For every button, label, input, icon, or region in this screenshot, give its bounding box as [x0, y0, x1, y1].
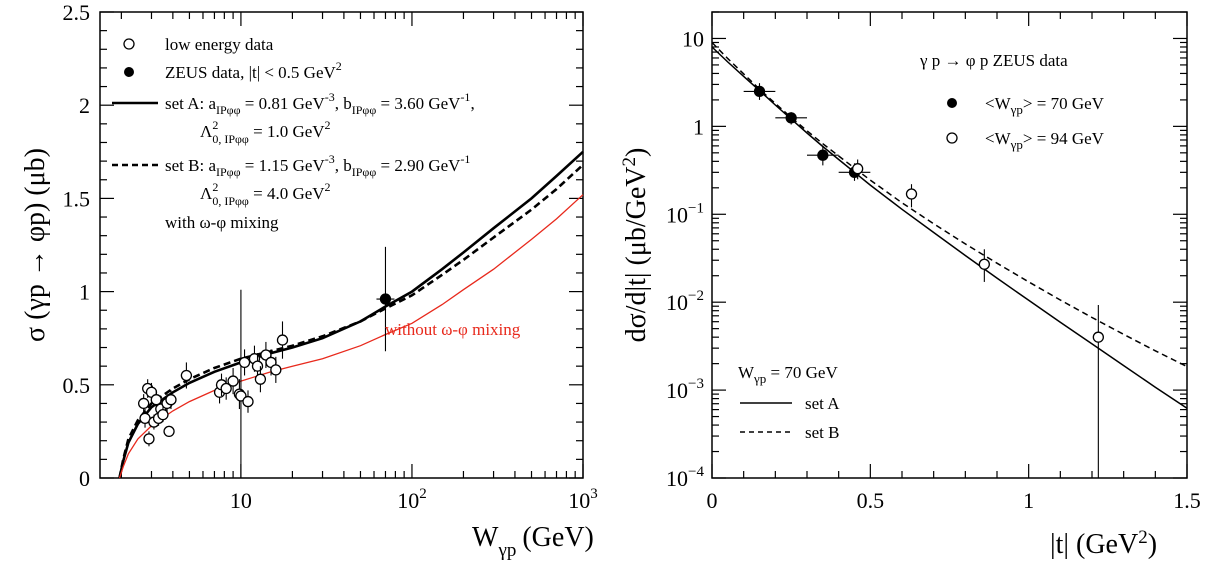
annotation-without-mixing: without ω-φ mixing: [385, 320, 521, 339]
left-y-axis-title: σ (γp → φp) (μb): [20, 148, 51, 342]
w94-point: [852, 163, 864, 175]
x-tick-label: 102: [397, 486, 427, 513]
low-energy-point: [180, 369, 193, 382]
low-energy-point: [163, 425, 175, 438]
right-legend: γ p → φ p ZEUS data <Wγp> = 70 GeV <Wγp>…: [919, 51, 1105, 152]
curve-set-a: [118, 150, 584, 479]
curve-without-mixing: [118, 194, 584, 479]
left-x-axis-title: Wγp (GeV): [472, 522, 594, 561]
legend-set-a-line2: Λ2 0, IPφφ = 1.0 GeV2: [200, 118, 331, 146]
right-y-axis-title: dσ/d|t| (μb/GeV2): [619, 148, 652, 343]
legend-w70: <Wγp> = 70 GeV: [985, 94, 1105, 117]
right-legend-bottom: Wγp = 70 GeV set A set B: [738, 363, 840, 442]
left-legend: low energy data ZEUS data, |t| < 0.5 GeV…: [112, 35, 475, 232]
w94-point: [1092, 331, 1104, 343]
x-tick-label: 103: [568, 486, 598, 513]
y-tick-label: 10−3: [666, 376, 704, 403]
legend-mixing: with ω-φ mixing: [165, 213, 279, 232]
low-energy-point: [254, 373, 267, 385]
low-energy-point: [150, 394, 162, 406]
legend-set-a-right: set A: [805, 394, 840, 413]
y-tick-label: 2: [79, 93, 90, 118]
x-tick-label: 0: [707, 488, 718, 513]
low-energy-point: [227, 375, 239, 387]
legend-marker-zeus: [124, 67, 134, 77]
y-tick-label: 1: [693, 114, 704, 139]
y-tick-label: 10−2: [666, 288, 704, 315]
low-energy-point: [270, 364, 282, 376]
x-tick-label: 0.5: [857, 488, 885, 513]
low-energy-point: [165, 394, 177, 406]
curve-set-a: [711, 46, 1188, 409]
legend-low-energy: low energy data: [165, 35, 274, 54]
x-tick-label: 10: [230, 488, 252, 513]
x-tick-label: 1.5: [1173, 488, 1201, 513]
y-tick-label: 1.5: [63, 186, 91, 211]
low-energy-point: [220, 382, 232, 395]
w94-point: [905, 188, 918, 200]
low-energy-point: [251, 360, 264, 372]
right-plot-frame: [711, 11, 1188, 479]
legend-zeus: ZEUS data, |t| < 0.5 GeV2: [165, 59, 342, 82]
low-energy-point: [143, 433, 155, 445]
low-energy-point: [276, 334, 289, 346]
legend-marker-w70: [947, 98, 957, 108]
y-tick-label: 10−1: [666, 200, 704, 227]
legend-set-b-right: set B: [805, 423, 839, 442]
left-plot-frame: [99, 11, 584, 479]
legend-marker-w94: [946, 132, 958, 144]
legend-marker-low-energy: [123, 38, 135, 50]
low-energy-point: [238, 356, 251, 369]
legend-w94: <Wγp> = 94 GeV: [985, 129, 1105, 152]
right-chart: 0 0.5 1 1.5 10−4 10−3 10−2 10−1 1 10 dσ/d|t| (μb/…: [619, 11, 1201, 560]
low-energy-point: [242, 395, 254, 408]
y-tick-label: 2.5: [63, 0, 91, 25]
y-tick-label: 10−4: [666, 464, 704, 491]
y-tick-label: 0.5: [63, 373, 91, 398]
legend-set-b-line2: Λ2 0, IPφφ = 4.0 GeV2: [200, 180, 331, 208]
w70-point: [785, 112, 797, 124]
legend-set-a-line1: set A: aIPφφ = 0.81 GeV-3, bIPφφ = 3.60 …: [165, 90, 475, 117]
curve-set-b: [711, 41, 1188, 368]
left-chart: 0 0.5 1 1.5 2 2.5 10 102 103 σ (γp → φp) (μb) Wγ…: [20, 0, 598, 561]
right-x-axis-title: |t| (GeV2): [1050, 527, 1157, 560]
legend-reaction: γ p → φ p ZEUS data: [919, 51, 1068, 70]
legend-set-b-line1: set B: aIPφφ = 1.15 GeV-3, bIPφφ = 2.90 …: [165, 152, 470, 179]
x-tick-label: 1: [1023, 488, 1034, 513]
w70-point: [753, 85, 766, 98]
y-tick-label: 1: [79, 280, 90, 305]
zeus-point: [379, 293, 392, 305]
w70-point: [817, 149, 829, 161]
low-energy-point: [157, 408, 169, 421]
low-energy-point: [138, 397, 150, 410]
y-tick-label: 10: [682, 26, 704, 51]
w94-point: [978, 258, 990, 270]
y-tick-label: 0: [79, 466, 90, 491]
legend-w-value: Wγp = 70 GeV: [738, 363, 838, 386]
